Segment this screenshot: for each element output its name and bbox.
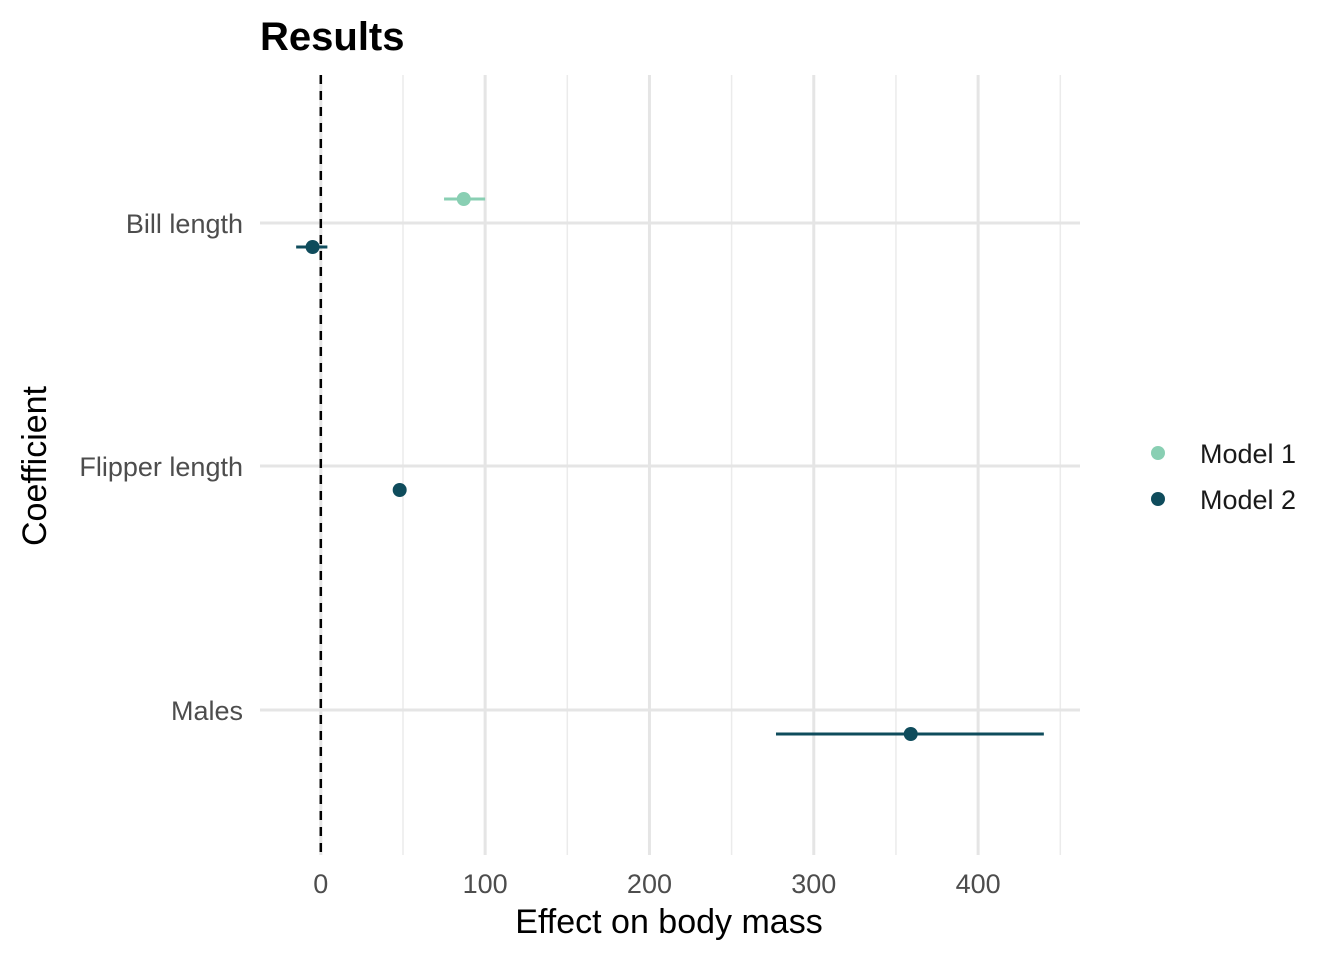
x-tick-label: 300 xyxy=(791,869,836,899)
legend-key xyxy=(1151,446,1165,460)
chart-title: Results xyxy=(260,15,405,59)
marks-layer xyxy=(296,75,1044,855)
x-tick-label: 200 xyxy=(627,869,672,899)
estimate-point xyxy=(305,240,320,254)
legend-label: Model 2 xyxy=(1200,485,1296,515)
y-axis-title: Coefficient xyxy=(16,385,54,546)
labels-layer: 0 100 200 300 400 Bill length Flipper length Ma… xyxy=(79,209,1000,899)
x-tick-label: 400 xyxy=(956,869,1001,899)
legend-label: Model 1 xyxy=(1200,439,1296,469)
grid-layer xyxy=(260,75,1080,855)
x-tick-label: 100 xyxy=(463,869,508,899)
estimate-point xyxy=(392,483,407,497)
y-tick-label: Males xyxy=(171,696,243,726)
legend: Model 1 Model 2 xyxy=(1151,439,1296,515)
estimate-point xyxy=(903,727,918,741)
x-axis-title: Effect on body mass xyxy=(515,903,822,941)
estimate-point xyxy=(456,192,471,206)
legend-key xyxy=(1151,492,1165,506)
y-tick-label: Flipper length xyxy=(79,452,243,482)
x-tick-label: 0 xyxy=(313,869,328,899)
y-tick-label: Bill length xyxy=(126,209,243,239)
